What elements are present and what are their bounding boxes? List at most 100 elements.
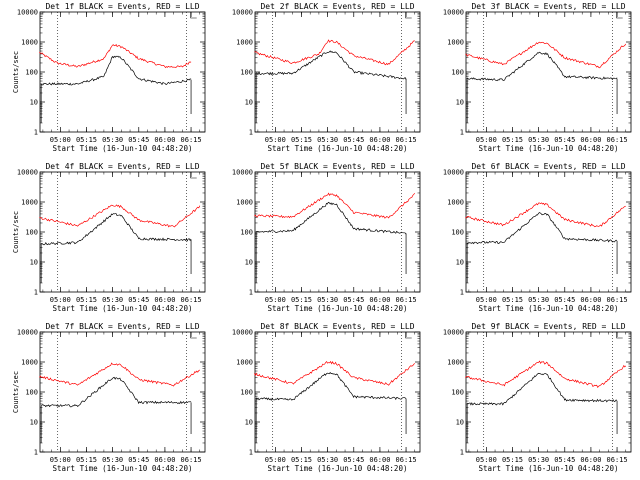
y-tick-label: 1 bbox=[249, 129, 253, 137]
y-axis-label: Counts/sec bbox=[12, 51, 20, 93]
detector-panel-7: Det 7f BLACK = Events, RED = LLD 1 10 100 10… bbox=[12, 322, 206, 473]
detector-panel-6: Det 6f BLACK = Events, RED = LLD 1 10 100 10… bbox=[443, 162, 632, 313]
y-tick-label: 10000 bbox=[443, 169, 464, 177]
corner-bracket bbox=[616, 172, 623, 179]
panel-title: Det 8f BLACK = Events, RED = LLD bbox=[260, 322, 414, 331]
x-tick-label: 05:15 bbox=[502, 296, 523, 304]
panel-title: Det 3f BLACK = Events, RED = LLD bbox=[471, 2, 625, 11]
x-axis-label: Start Time (16-Jun-10 04:48:20) bbox=[479, 464, 619, 473]
detector-panel-5: Det 5f BLACK = Events, RED = LLD 1 10 100 10… bbox=[232, 162, 421, 313]
x-axis-label: Start Time (16-Jun-10 04:48:20) bbox=[268, 464, 408, 473]
x-tick-label: 05:30 bbox=[102, 456, 123, 464]
x-tick-label: 06:15 bbox=[396, 456, 417, 464]
events-series-line bbox=[256, 50, 407, 80]
y-tick-label: 100 bbox=[240, 69, 253, 77]
y-tick-label: 10000 bbox=[17, 329, 38, 337]
lld-series-line bbox=[254, 39, 415, 66]
x-tick-label: 06:15 bbox=[181, 456, 202, 464]
x-tick-label: 06:00 bbox=[580, 136, 601, 144]
y-tick-label: 100 bbox=[451, 229, 464, 237]
detector-panel-9: Det 9f BLACK = Events, RED = LLD 1 10 100 10… bbox=[443, 322, 632, 473]
x-tick-label: 06:00 bbox=[154, 456, 175, 464]
x-axis-label: Start Time (16-Jun-10 04:48:20) bbox=[479, 304, 619, 313]
y-tick-label: 1 bbox=[249, 449, 253, 457]
x-tick-label: 05:30 bbox=[317, 296, 338, 304]
y-tick-label: 1 bbox=[460, 289, 464, 297]
x-tick-label: 05:00 bbox=[476, 136, 497, 144]
plot-frame bbox=[254, 11, 421, 133]
x-tick-label: 05:15 bbox=[291, 456, 312, 464]
y-tick-label: 10 bbox=[456, 259, 464, 267]
x-tick-label: 05:30 bbox=[528, 456, 549, 464]
lld-series-line bbox=[39, 204, 201, 228]
corner-bracket bbox=[616, 12, 623, 19]
plot-frame bbox=[39, 171, 206, 293]
y-tick-label: 10 bbox=[456, 99, 464, 107]
plot-frame bbox=[39, 11, 206, 133]
x-tick-label: 05:30 bbox=[102, 296, 123, 304]
y-tick-label: 1 bbox=[460, 449, 464, 457]
x-axis-label: Start Time (16-Jun-10 04:48:20) bbox=[53, 304, 193, 313]
x-tick-label: 05:30 bbox=[317, 456, 338, 464]
y-tick-label: 100 bbox=[240, 229, 253, 237]
x-tick-label: 05:30 bbox=[528, 136, 549, 144]
x-tick-label: 05:15 bbox=[291, 296, 312, 304]
x-axis-label: Start Time (16-Jun-10 04:48:20) bbox=[268, 304, 408, 313]
x-tick-label: 05:30 bbox=[528, 296, 549, 304]
y-tick-label: 10000 bbox=[443, 329, 464, 337]
y-tick-label: 10 bbox=[245, 419, 253, 427]
x-tick-label: 05:15 bbox=[502, 456, 523, 464]
x-tick-label: 06:00 bbox=[369, 456, 390, 464]
y-tick-label: 1 bbox=[249, 289, 253, 297]
plot-frame bbox=[465, 171, 632, 293]
corner-bracket bbox=[190, 12, 197, 19]
y-tick-label: 100 bbox=[451, 389, 464, 397]
corner-bracket bbox=[616, 332, 623, 339]
events-series-line bbox=[255, 371, 407, 402]
panel-title: Det 4f BLACK = Events, RED = LLD bbox=[45, 162, 199, 171]
x-tick-label: 05:15 bbox=[76, 136, 97, 144]
x-tick-label: 05:15 bbox=[502, 136, 523, 144]
x-tick-label: 06:00 bbox=[369, 136, 390, 144]
y-tick-label: 10000 bbox=[232, 329, 253, 337]
x-tick-label: 06:00 bbox=[154, 296, 175, 304]
events-series-line bbox=[467, 372, 618, 406]
x-tick-label: 06:00 bbox=[369, 296, 390, 304]
x-tick-label: 05:45 bbox=[343, 296, 364, 304]
y-tick-label: 10 bbox=[245, 99, 253, 107]
y-tick-label: 1000 bbox=[447, 359, 464, 367]
y-tick-label: 1000 bbox=[21, 359, 38, 367]
panel-title: Det 2f BLACK = Events, RED = LLD bbox=[260, 2, 414, 11]
y-axis-label: Counts/sec bbox=[12, 371, 20, 413]
detector-panel-1: Det 1f BLACK = Events, RED = LLD 1 10 100 10… bbox=[12, 2, 206, 153]
x-tick-label: 05:45 bbox=[128, 296, 149, 304]
y-tick-label: 1 bbox=[34, 449, 38, 457]
x-axis-label: Start Time (16-Jun-10 04:48:20) bbox=[268, 144, 408, 153]
plot-frame bbox=[39, 331, 206, 453]
panel-title: Det 6f BLACK = Events, RED = LLD bbox=[471, 162, 625, 171]
y-tick-label: 1000 bbox=[236, 359, 253, 367]
y-tick-label: 1 bbox=[34, 129, 38, 137]
y-tick-label: 1000 bbox=[21, 199, 38, 207]
x-tick-label: 06:00 bbox=[580, 296, 601, 304]
y-tick-label: 1000 bbox=[236, 199, 253, 207]
x-tick-label: 05:15 bbox=[76, 456, 97, 464]
events-series-line bbox=[466, 51, 618, 82]
panel-title: Det 9f BLACK = Events, RED = LLD bbox=[471, 322, 625, 331]
plot-frame bbox=[465, 331, 632, 453]
y-tick-label: 100 bbox=[25, 69, 38, 77]
x-tick-label: 05:45 bbox=[554, 136, 575, 144]
events-series-line bbox=[41, 213, 192, 246]
x-tick-label: 06:15 bbox=[396, 136, 417, 144]
lld-series-line bbox=[254, 360, 416, 386]
x-axis-label: Start Time (16-Jun-10 04:48:20) bbox=[53, 464, 193, 473]
y-tick-label: 1 bbox=[460, 129, 464, 137]
lld-series-line bbox=[39, 44, 192, 69]
y-tick-label: 10000 bbox=[17, 169, 38, 177]
x-tick-label: 06:00 bbox=[580, 456, 601, 464]
y-tick-label: 1000 bbox=[21, 39, 38, 47]
lld-series-line bbox=[465, 202, 626, 228]
x-tick-label: 05:45 bbox=[343, 136, 364, 144]
x-tick-label: 06:15 bbox=[607, 136, 628, 144]
y-tick-label: 10 bbox=[30, 99, 38, 107]
